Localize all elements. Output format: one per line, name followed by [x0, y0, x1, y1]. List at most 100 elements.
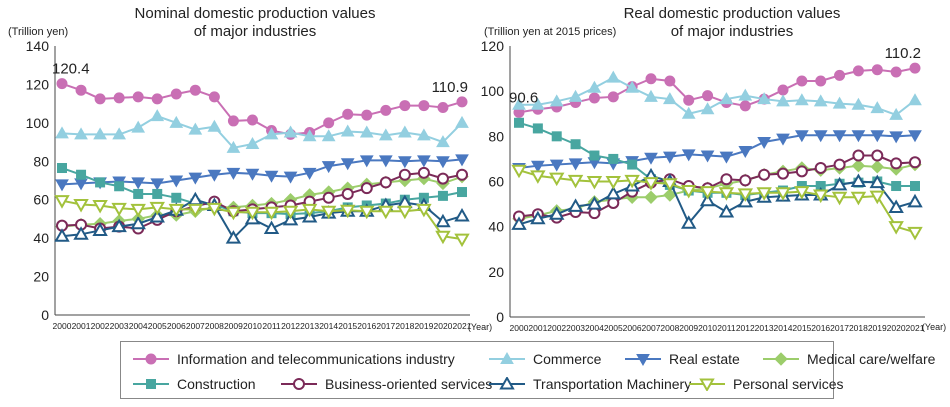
x-tick-label: 2018	[395, 321, 414, 331]
x-tick-label: 2020	[433, 321, 452, 331]
data-point-personal	[530, 170, 546, 184]
data-point-commerce	[832, 96, 847, 109]
x-tick-label: 2013	[300, 321, 319, 331]
data-label: 110.2	[885, 45, 921, 62]
data-point-transport	[73, 226, 89, 240]
x-tick-label: 2002	[91, 321, 110, 331]
x-axis-label: (Year)	[468, 322, 492, 332]
series-line-realestate	[61, 158, 463, 186]
data-point-personal	[888, 221, 904, 235]
legend-item-realestate: Real estate	[623, 349, 740, 369]
y-tick-label: 60	[488, 174, 504, 190]
series-line-business	[61, 171, 463, 230]
chart-title-line-1: Real domestic production values	[624, 5, 841, 22]
data-point-info	[342, 108, 354, 120]
legend-item-business: Business-oriented services	[279, 374, 492, 394]
y-tick-label: 0	[496, 309, 504, 325]
data-point-realestate	[568, 158, 583, 171]
data-point-realestate	[813, 130, 828, 143]
data-point-personal	[244, 206, 261, 221]
chart-title-line-1: Nominal domestic production values	[135, 5, 376, 22]
data-point-personal	[206, 202, 223, 217]
data-point-medical	[644, 190, 658, 205]
data-point-commerce	[207, 119, 222, 132]
data-point-construction	[133, 188, 144, 199]
data-point-business	[909, 156, 921, 169]
data-point-commerce	[700, 102, 715, 115]
x-tick-label: 2005	[604, 323, 623, 333]
data-point-info	[132, 91, 144, 103]
data-point-personal	[699, 186, 716, 200]
series-line-info	[61, 82, 463, 136]
data-point-medical	[851, 158, 866, 173]
x-tick-label: 2001	[528, 323, 547, 333]
data-point-medical	[870, 160, 884, 174]
data-point-personal	[643, 177, 659, 191]
data-point-commerce	[93, 127, 107, 140]
data-point-realestate	[188, 172, 203, 185]
x-tick-label: 2001	[72, 321, 91, 331]
data-point-commerce	[662, 92, 677, 105]
data-point-commerce	[455, 115, 469, 128]
data-point-realestate	[776, 133, 790, 146]
data-point-commerce	[908, 93, 922, 106]
data-point-construction	[551, 131, 562, 142]
data-label: 110.9	[432, 79, 468, 96]
data-point-commerce	[870, 101, 885, 114]
data-point-business	[833, 158, 846, 171]
x-tick-label: 2013	[755, 323, 774, 333]
legend-item-commerce: Commerce	[487, 349, 601, 369]
legend-marker-shape	[146, 379, 156, 389]
x-tick-label: 2021	[453, 321, 472, 331]
x-tick-label: 2002	[547, 323, 566, 333]
data-point-commerce	[530, 97, 545, 110]
y-tick-label: 40	[33, 230, 49, 246]
legend-label: Medical care/welfare	[807, 351, 936, 367]
data-point-realestate	[644, 152, 658, 165]
data-point-realestate	[55, 179, 69, 192]
data-point-info	[909, 62, 921, 74]
data-point-commerce	[340, 124, 355, 137]
x-tick-label: 2015	[338, 321, 357, 331]
series-line-info	[518, 67, 916, 114]
data-point-business	[871, 149, 884, 162]
data-point-info	[796, 75, 808, 87]
data-point-realestate	[549, 159, 564, 172]
data-point-realestate	[738, 146, 753, 159]
x-axis-label: (Year)	[922, 322, 946, 332]
x-tick-label: 2011	[717, 323, 736, 333]
data-point-business	[890, 157, 903, 170]
x-tick-label: 2018	[849, 323, 868, 333]
data-point-personal	[680, 185, 697, 199]
legend-marker-shape	[145, 353, 157, 365]
y-tick-label: 60	[33, 192, 49, 208]
data-point-realestate	[417, 155, 431, 168]
legend-marker-shape	[699, 378, 715, 391]
data-point-info	[871, 64, 883, 76]
data-point-business	[720, 173, 733, 186]
x-tick-label: 2007	[642, 323, 661, 333]
series-line-commerce	[519, 76, 916, 117]
data-point-business	[795, 165, 808, 178]
data-point-transport	[111, 218, 127, 233]
data-point-transport	[605, 185, 622, 200]
data-point-commerce	[568, 89, 583, 102]
data-point-info	[815, 75, 827, 87]
x-tick-label: 2008	[205, 321, 224, 331]
data-point-commerce	[776, 94, 790, 107]
data-point-business	[777, 167, 789, 180]
data-point-transport	[263, 220, 280, 235]
data-point-construction	[514, 117, 524, 128]
data-point-realestate	[397, 156, 412, 169]
nominal-chart: Nominal domestic production values of ma…	[8, 5, 492, 332]
data-point-commerce	[302, 129, 317, 142]
legend-item-transport: Transportation Machinery	[487, 374, 691, 394]
y-tick-label: 0	[41, 307, 49, 323]
x-tick-label: 2010	[698, 323, 717, 333]
data-point-construction	[171, 192, 182, 203]
legend-marker-shape	[500, 352, 514, 364]
data-point-commerce	[851, 97, 866, 110]
chart-title-line-2: of major industries	[194, 23, 317, 40]
data-point-commerce	[794, 93, 809, 106]
data-point-commerce	[74, 127, 88, 140]
